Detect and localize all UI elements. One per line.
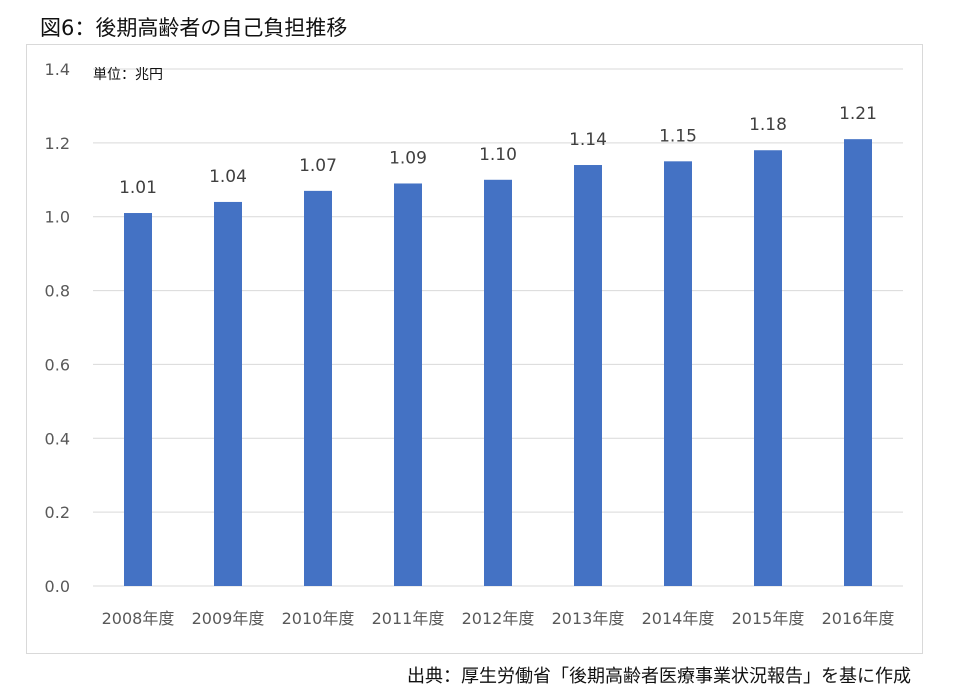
y-tick-label: 0.2 [45,503,70,522]
bar [124,213,152,586]
y-tick-label: 0.6 [45,355,70,374]
source-note: 出典：厚生労働省「後期高齢者医療事業状況報告」を基に作成 [407,666,911,687]
y-tick-label: 0.4 [45,429,70,448]
bar [574,165,602,586]
y-tick-label: 1.2 [45,134,70,153]
data-label: 1.18 [749,115,787,135]
bar [484,179,512,587]
data-label: 1.04 [209,167,247,187]
y-tick-label: 0.0 [45,577,70,596]
x-tick-label: 2016年度 [822,609,895,628]
data-label: 1.09 [389,148,427,168]
y-tick-label: 0.8 [45,282,70,301]
data-label: 1.07 [299,156,337,176]
x-axis-ticks: 2008年度 2009年度 2010年度 2011年度 2012年度 2013年度 2014… [102,609,895,628]
data-label: 1.21 [839,104,877,124]
y-tick-label: 1.4 [45,60,70,79]
figure-title: 図6：後期高齢者の自己負担推移 [40,16,348,40]
bars [124,139,872,587]
x-tick-label: 2014年度 [642,609,715,628]
data-label: 1.10 [479,145,517,165]
x-tick-label: 2012年度 [462,609,535,628]
bar [304,190,332,586]
x-tick-label: 2010年度 [282,609,355,628]
data-label: 1.15 [659,126,697,146]
bar [214,201,242,586]
x-tick-label: 2009年度 [192,609,265,628]
bar [754,150,782,586]
x-tick-label: 2008年度 [102,609,175,628]
data-label: 1.14 [569,130,607,150]
data-labels: 1.01 1.04 1.07 1.09 1.10 1.14 1.15 1.18 1.21 [119,104,877,198]
x-tick-label: 2013年度 [552,609,625,628]
x-tick-label: 2015年度 [732,609,805,628]
bar [664,161,692,587]
bar [844,139,872,586]
bar [394,183,422,586]
unit-label: 単位：兆円 [93,67,163,83]
data-label: 1.01 [119,178,157,198]
y-axis-ticks: 0.0 0.2 0.4 0.6 0.8 1.0 1.2 1.4 [45,60,70,596]
x-tick-label: 2011年度 [372,609,445,628]
y-tick-label: 1.0 [45,208,70,227]
